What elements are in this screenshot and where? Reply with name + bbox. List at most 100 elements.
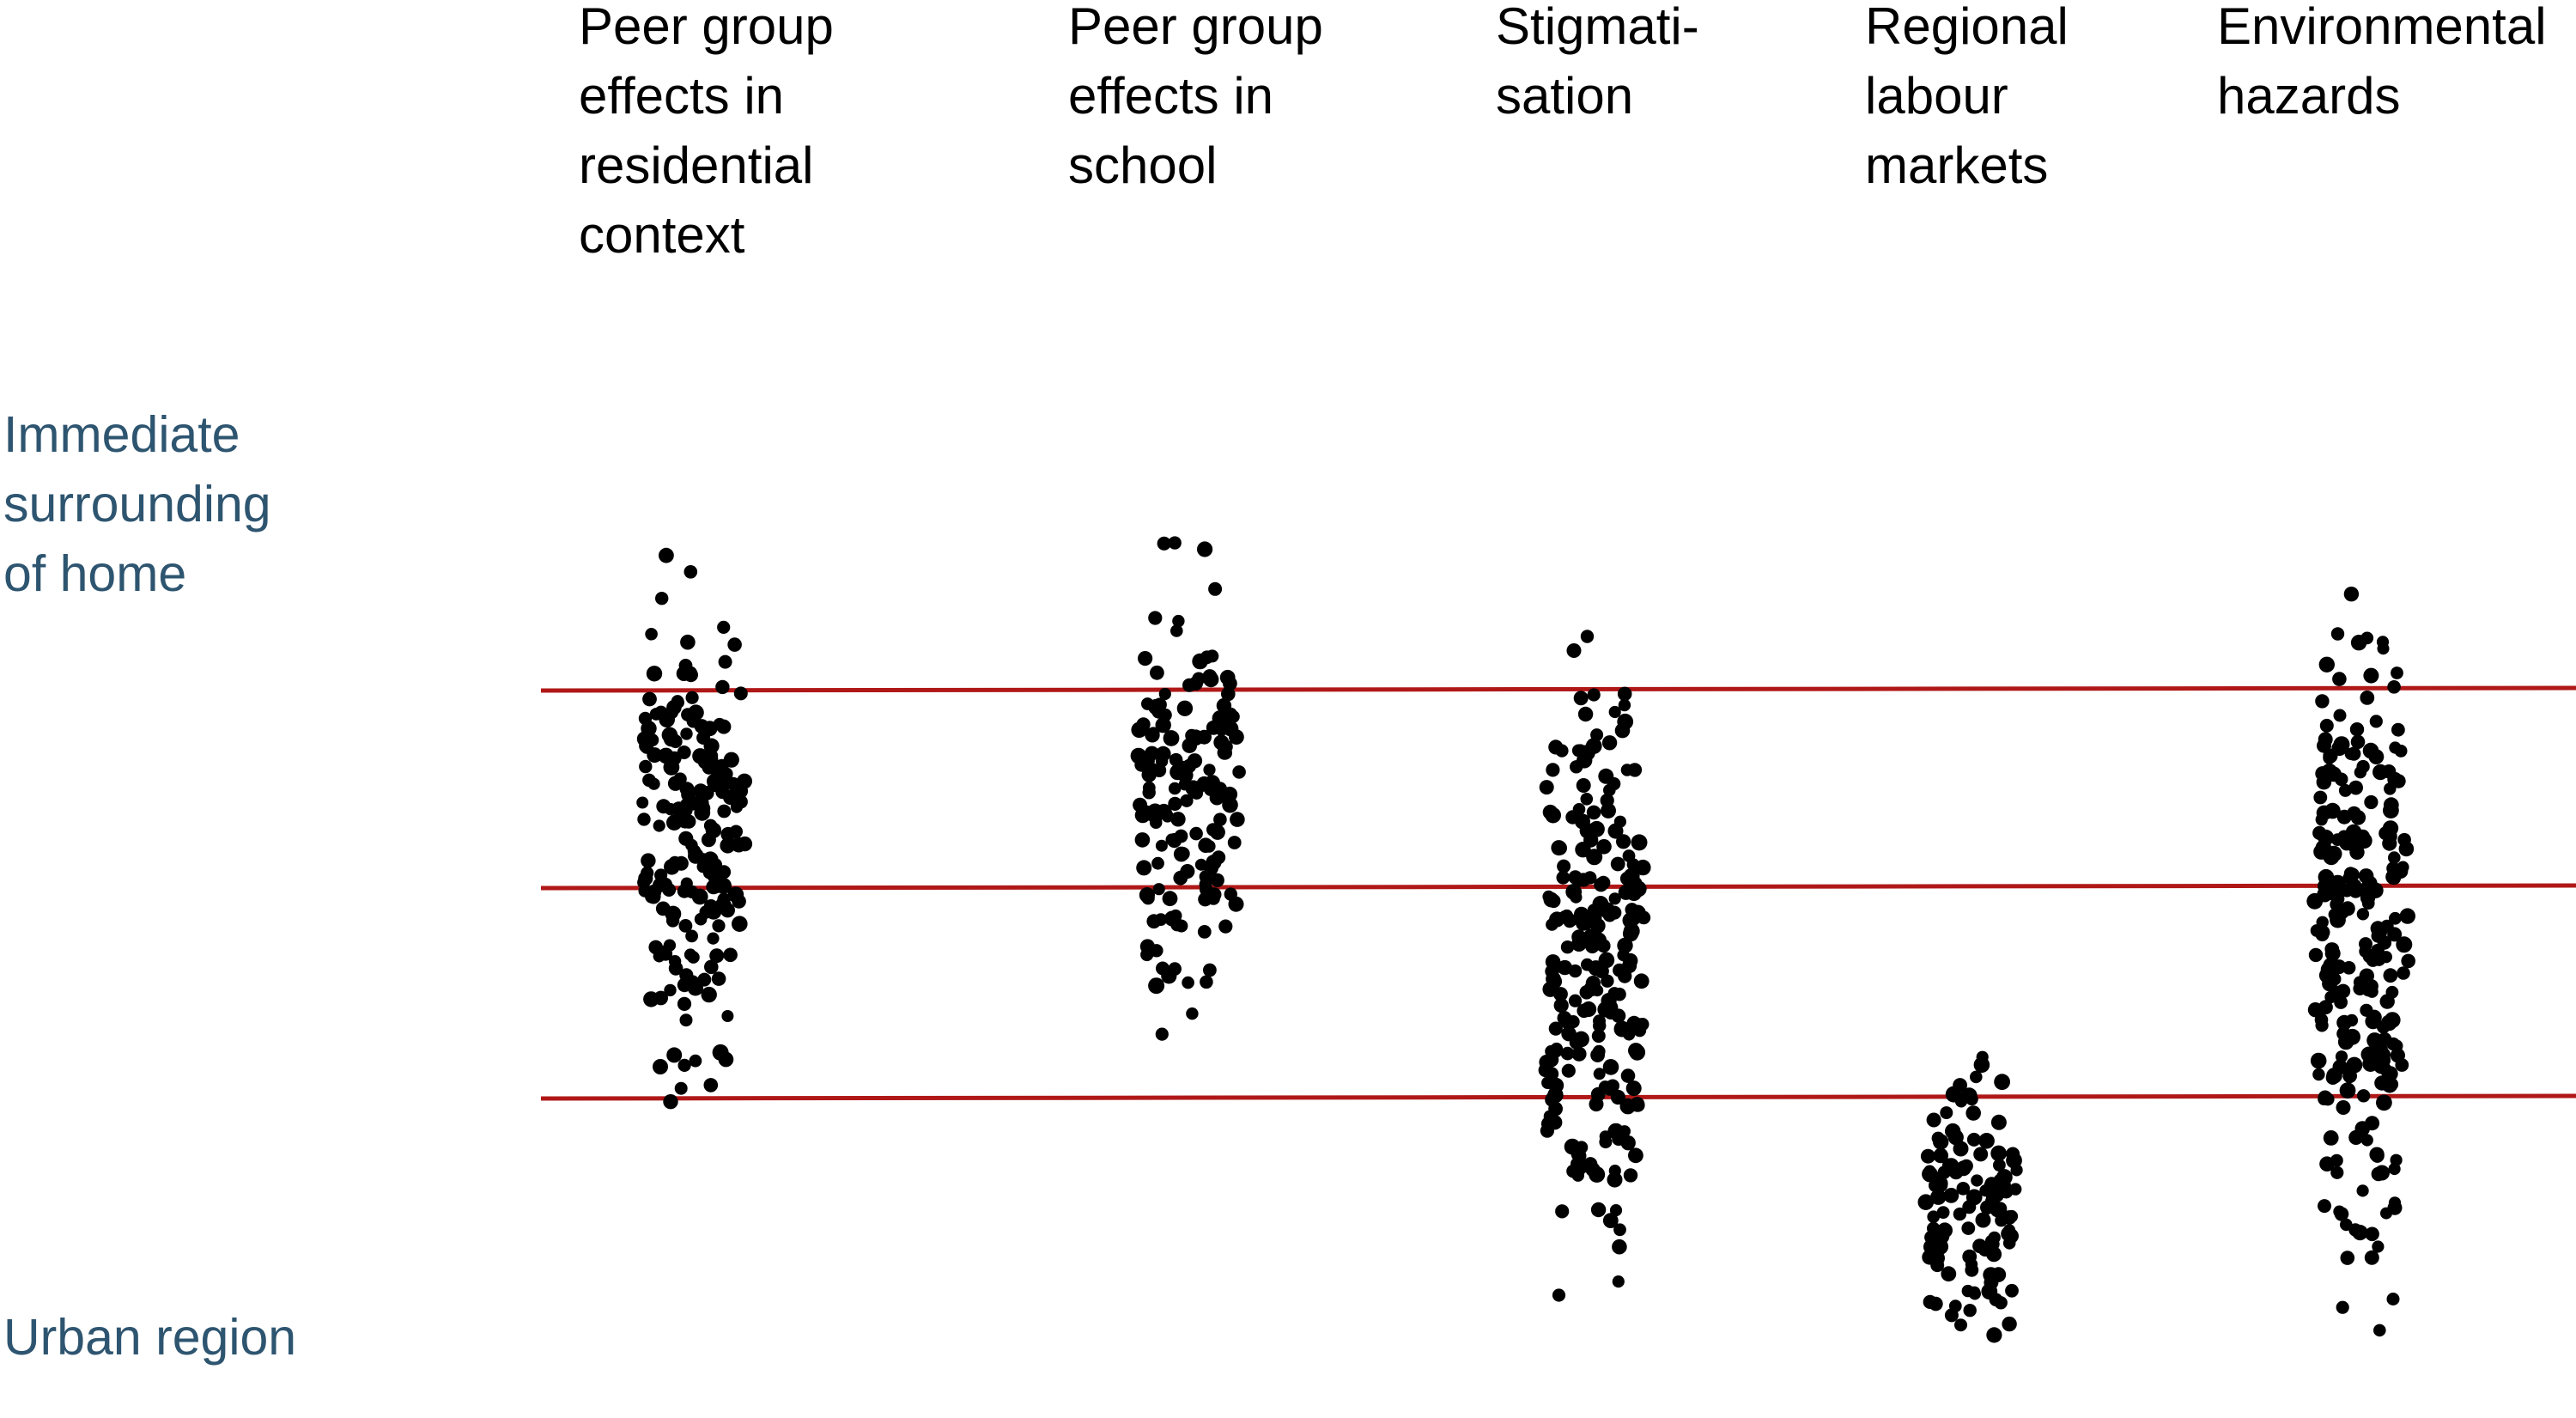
scatter-dot-environmental-hazards: [2307, 1002, 2324, 1018]
scatter-dot-stigmatisation: [1576, 778, 1591, 793]
scatter-dot-stigmatisation: [1568, 994, 1583, 1007]
scatter-dot-stigmatisation: [1555, 1204, 1570, 1219]
scatter-dot-stigmatisation: [1593, 1014, 1606, 1028]
scatter-dot-environmental-hazards: [2388, 851, 2401, 864]
scatter-dot-peer-school: [1224, 707, 1237, 721]
scatter-dot-stigmatisation: [1607, 1123, 1625, 1140]
scatter-dot-environmental-hazards: [2312, 1068, 2325, 1081]
scatter-dot-environmental-hazards: [2329, 874, 2346, 892]
scatter-dot-peer-school: [1219, 739, 1233, 754]
scatter-dot-stigmatisation: [1596, 875, 1611, 890]
scatter-dot-stigmatisation: [1628, 1043, 1644, 1059]
scatter-dot-labour-markets: [1986, 1246, 2002, 1263]
scatter-dot-stigmatisation: [1617, 686, 1632, 702]
scatter-dot-peer-residential: [653, 877, 668, 892]
scatter-dot-environmental-hazards: [2319, 1156, 2335, 1172]
scatter-dot-stigmatisation: [1557, 959, 1573, 976]
scatter-dot-peer-residential: [677, 996, 692, 1011]
scatter-dot-stigmatisation: [1553, 987, 1568, 1001]
dot-clusters: [636, 536, 2415, 1343]
scatter-dot-environmental-hazards: [2366, 985, 2379, 998]
scatter-dot-peer-residential: [665, 905, 682, 922]
scatter-dot-stigmatisation: [1616, 834, 1631, 849]
scatter-dot-labour-markets: [1975, 1212, 1991, 1228]
scatter-dot-peer-residential: [713, 717, 726, 731]
scatter-dot-peer-residential: [645, 628, 658, 641]
scatter-dot-environmental-hazards: [2350, 810, 2366, 825]
scatter-dot-peer-residential: [653, 819, 665, 832]
scatter-dot-stigmatisation: [1607, 776, 1621, 791]
scatter-dot-peer-school: [1136, 717, 1151, 732]
scatter-dot-stigmatisation: [1617, 713, 1634, 730]
scatter-dot-stigmatisation: [1590, 1202, 1607, 1218]
scatter-dot-environmental-hazards: [2384, 782, 2397, 795]
scatter-dot-peer-school: [1204, 782, 1218, 796]
scatter-dot-peer-residential: [663, 1094, 678, 1110]
scatter-dot-stigmatisation: [1636, 1018, 1649, 1032]
scatter-dot-peer-residential: [702, 751, 719, 767]
scatter-dot-stigmatisation: [1566, 1164, 1580, 1178]
scatter-dot-environmental-hazards: [2345, 824, 2362, 841]
scatter-dot-peer-residential: [704, 959, 719, 975]
scatter-dot-labour-markets: [1963, 1304, 1977, 1318]
scatter-dot-environmental-hazards: [2380, 919, 2394, 934]
scatter-dot-stigmatisation: [1570, 891, 1583, 904]
column-header-stigmatisation: Stigmati- sation: [1496, 0, 1699, 125]
scatter-dot-stigmatisation: [1618, 698, 1631, 712]
scatter-dot-environmental-hazards: [2342, 871, 2355, 885]
scatter-dot-labour-markets: [1981, 1283, 1998, 1300]
scatter-dot-labour-markets: [1917, 1194, 1935, 1210]
scatter-dot-stigmatisation: [1599, 1130, 1612, 1143]
scatter-dot-environmental-hazards: [2328, 908, 2341, 922]
scatter-dot-peer-school: [1197, 925, 1212, 939]
scatter-dot-stigmatisation: [1633, 973, 1649, 989]
scatter-dot-environmental-hazards: [2356, 1184, 2369, 1197]
scatter-dot-stigmatisation: [1613, 1223, 1626, 1237]
scatter-dot-peer-residential: [717, 620, 731, 635]
scatter-dot-environmental-hazards: [2396, 936, 2413, 953]
scatter-dot-peer-residential: [689, 1054, 702, 1068]
scatter-dot-peer-residential: [700, 786, 714, 800]
scatter-dot-environmental-hazards: [2332, 672, 2347, 686]
scatter-dot-peer-residential: [656, 799, 671, 814]
scatter-dot-environmental-hazards: [2399, 908, 2415, 924]
scatter-dot-stigmatisation: [1631, 834, 1648, 851]
scatter-dot-peer-residential: [687, 951, 700, 964]
scatter-dot-labour-markets: [1930, 1258, 1945, 1273]
scatter-dot-peer-school: [1173, 870, 1188, 885]
scatter-dot-peer-residential: [727, 637, 742, 652]
scatter-dot-labour-markets: [1993, 1202, 2008, 1215]
scatter-dot-environmental-hazards: [2319, 718, 2334, 733]
scatter-dot-labour-markets: [1941, 1266, 1957, 1282]
scatter-dot-environmental-hazards: [2333, 709, 2347, 722]
scatter-dot-environmental-hazards: [2356, 1089, 2371, 1103]
scatter-dot-environmental-hazards: [2323, 1130, 2339, 1146]
scatter-dot-environmental-hazards: [2340, 1251, 2355, 1265]
scatter-dot-stigmatisation: [1542, 890, 1555, 903]
scatter-dot-stigmatisation: [1575, 813, 1590, 830]
scatter-dot-stigmatisation: [1571, 1046, 1587, 1062]
scatter-dot-peer-residential: [653, 1059, 668, 1074]
scatter-dot-stigmatisation: [1586, 805, 1601, 820]
scatter-dot-environmental-hazards: [2336, 809, 2352, 825]
scatter-dot-stigmatisation: [1545, 964, 1559, 979]
scatter-dot-peer-school: [1210, 825, 1225, 840]
scatter-dot-stigmatisation: [1590, 1048, 1605, 1062]
scatter-dot-peer-school: [1206, 649, 1219, 663]
scatter-dot-peer-school: [1176, 760, 1189, 775]
scatter-dot-labour-markets: [1965, 1189, 1983, 1206]
scatter-dot-peer-school: [1155, 1027, 1169, 1041]
scatter-dot-peer-school: [1194, 858, 1207, 871]
scatter-dot-peer-school: [1130, 747, 1147, 764]
scatter-dot-stigmatisation: [1568, 870, 1583, 885]
scatter-dot-peer-school: [1146, 803, 1163, 820]
scatter-dot-environmental-hazards: [2356, 883, 2370, 897]
scatter-dot-environmental-hazards: [2385, 868, 2402, 885]
scatter-dot-environmental-hazards: [2316, 916, 2329, 929]
scatter-dot-peer-school: [1200, 975, 1213, 989]
scatter-dot-environmental-hazards: [2310, 1052, 2327, 1069]
divider-line-2: [540, 883, 2576, 891]
scatter-dot-stigmatisation: [1542, 804, 1558, 820]
scatter-dot-peer-residential: [637, 812, 651, 826]
scatter-dot-peer-residential: [687, 844, 702, 858]
